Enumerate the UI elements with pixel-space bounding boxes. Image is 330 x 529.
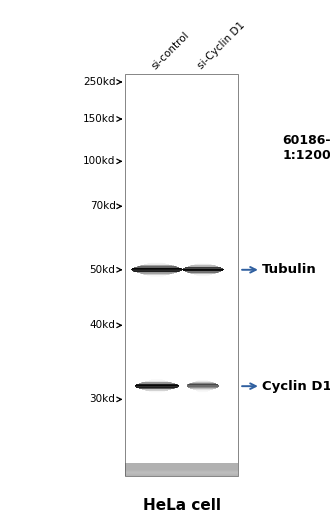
Bar xyxy=(125,463,238,470)
Text: 50kd: 50kd xyxy=(90,265,116,275)
Bar xyxy=(125,468,238,475)
Bar xyxy=(125,469,238,476)
Bar xyxy=(125,468,238,475)
Bar xyxy=(125,463,238,470)
Text: Tubulin: Tubulin xyxy=(262,263,317,276)
Bar xyxy=(125,464,238,471)
Bar xyxy=(125,465,238,471)
Text: 40kd: 40kd xyxy=(90,321,116,330)
Bar xyxy=(125,466,238,472)
Bar xyxy=(125,467,238,474)
Bar xyxy=(125,467,238,474)
Text: 100kd: 100kd xyxy=(83,157,115,166)
Bar xyxy=(125,463,238,470)
Bar xyxy=(125,466,238,472)
Bar xyxy=(125,466,238,472)
Bar xyxy=(125,466,238,472)
Bar xyxy=(125,465,238,472)
Text: HeLa cell: HeLa cell xyxy=(143,498,220,513)
Bar xyxy=(125,464,238,471)
Bar xyxy=(125,469,238,475)
Bar xyxy=(125,463,238,470)
Bar xyxy=(125,467,238,473)
Bar xyxy=(125,467,238,473)
Bar xyxy=(125,468,238,475)
Bar xyxy=(125,463,238,470)
Bar xyxy=(125,464,238,470)
Bar xyxy=(125,468,238,474)
Bar xyxy=(125,467,238,474)
Text: 250kd: 250kd xyxy=(83,77,115,87)
Bar xyxy=(125,466,238,473)
Bar xyxy=(125,469,238,476)
Bar xyxy=(125,463,238,470)
Bar xyxy=(125,468,238,475)
Bar xyxy=(125,74,238,476)
Bar xyxy=(125,469,238,476)
Bar xyxy=(125,469,238,476)
Bar xyxy=(125,466,238,473)
Bar xyxy=(125,463,238,470)
Bar xyxy=(125,464,238,471)
Text: si-Cyclin D1: si-Cyclin D1 xyxy=(196,21,247,71)
Bar xyxy=(125,468,238,475)
Bar xyxy=(125,464,238,471)
Text: Cyclin D1: Cyclin D1 xyxy=(262,380,330,393)
Bar xyxy=(125,469,238,476)
Bar xyxy=(125,466,238,472)
Text: 30kd: 30kd xyxy=(90,395,116,404)
Bar xyxy=(125,465,238,472)
Bar xyxy=(125,469,238,476)
Bar xyxy=(125,469,238,476)
Bar xyxy=(125,468,238,474)
Bar xyxy=(125,463,238,470)
Bar xyxy=(125,464,238,470)
Bar xyxy=(125,468,238,475)
Bar xyxy=(125,464,238,471)
Bar xyxy=(125,464,238,471)
Text: si-control: si-control xyxy=(150,30,191,71)
Bar xyxy=(125,466,238,472)
Bar xyxy=(125,469,238,476)
Text: 60186-1-Ig
1:12000: 60186-1-Ig 1:12000 xyxy=(282,134,330,162)
Bar xyxy=(125,464,238,471)
Bar xyxy=(125,467,238,473)
Bar xyxy=(125,467,238,473)
Bar xyxy=(125,468,238,475)
Text: 150kd: 150kd xyxy=(83,114,115,124)
Text: www.PTGAA.CO: www.PTGAA.CO xyxy=(177,235,186,315)
Bar xyxy=(125,466,238,473)
Bar xyxy=(125,468,238,475)
Bar xyxy=(125,467,238,473)
Bar xyxy=(125,465,238,472)
Bar xyxy=(125,464,238,471)
Bar xyxy=(125,466,238,472)
Text: 70kd: 70kd xyxy=(90,202,116,211)
Bar xyxy=(125,467,238,473)
